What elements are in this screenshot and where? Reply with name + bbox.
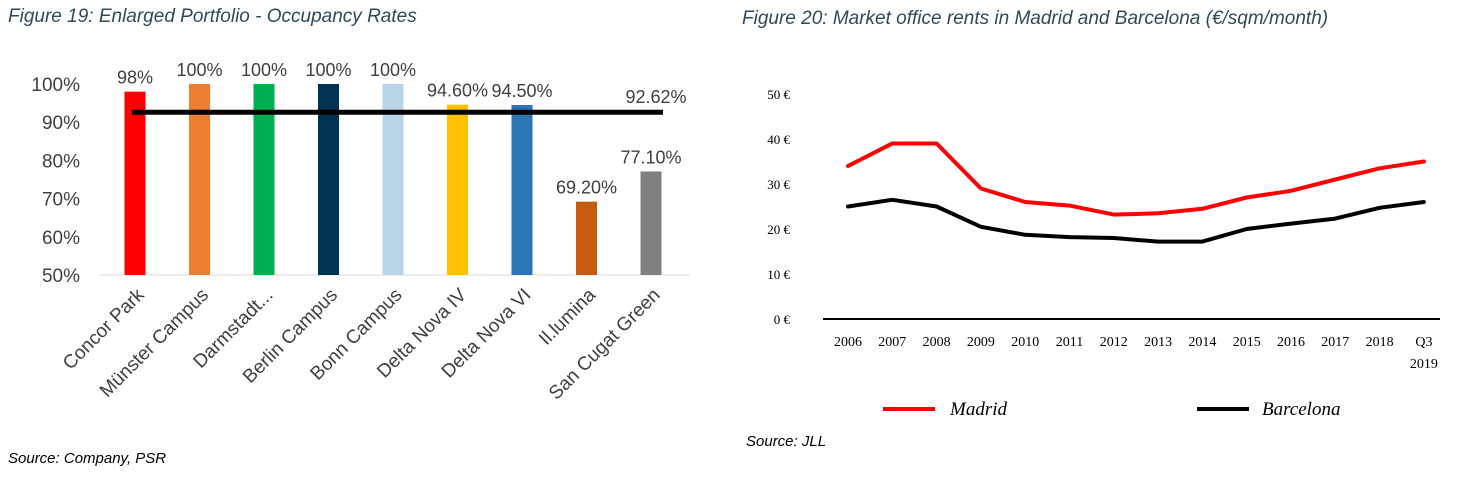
x-tick-label: 2012 <box>1100 335 1128 350</box>
y-tick-label: 40 € <box>767 132 790 147</box>
x-tick-label: 2009 <box>967 335 995 350</box>
category-label: Il.lumina <box>535 284 600 349</box>
x-tick-label: 2007 <box>878 335 906 350</box>
data-label: 100% <box>370 60 416 80</box>
y-tick-label: 10 € <box>767 267 790 282</box>
bar <box>511 105 533 275</box>
bar <box>124 91 146 275</box>
data-label: 69.20% <box>556 178 617 198</box>
x-tick-label: 2010 <box>1011 335 1039 350</box>
figure-20-caption: Figure 20: Market office rents in Madrid… <box>742 8 1329 29</box>
data-label: 77.10% <box>620 147 681 167</box>
y-tick-label: 100% <box>31 75 80 96</box>
x-tick-label: 2006 <box>834 335 862 350</box>
office-rents-line-chart: 0 € 10 € 20 € 30 € 40 € 50 € 2006 2007 2008 2009 2… <box>767 87 1440 420</box>
x-tick-label: Q3 <box>1415 335 1432 350</box>
category-label: Münster Campus <box>96 285 213 402</box>
figure-20-source: Source: JLL <box>746 433 827 450</box>
x-tick-label: 2019 <box>1410 357 1438 372</box>
y-tick-label: 20 € <box>767 222 790 237</box>
y-tick-label: 70% <box>42 190 80 211</box>
legend-label: Barcelona <box>1262 399 1340 420</box>
category-label: San Cugat Green <box>545 285 664 404</box>
bar <box>382 84 404 275</box>
average-line-label: 92.62% <box>625 87 686 107</box>
y-tick-label: 50 € <box>767 87 790 102</box>
occupancy-bar-chart: 50%60%70%80%90%100% 98%Concor Park100%Mün… <box>31 60 690 404</box>
y-tick-label: 30 € <box>767 177 790 192</box>
data-label: 100% <box>241 60 287 80</box>
x-tick-label: 2015 <box>1233 335 1261 350</box>
x-tick-label: 2016 <box>1277 335 1305 350</box>
legend-label: Madrid <box>949 399 1008 420</box>
data-label: 94.60% <box>427 81 488 101</box>
y-tick-label: 90% <box>42 113 80 134</box>
figure-19-source: Source: Company, PSR <box>8 450 167 467</box>
x-tick-label: 2008 <box>923 335 951 350</box>
x-tick-label: 2018 <box>1366 335 1394 350</box>
bar <box>640 171 662 275</box>
x-tick-label: 2011 <box>1056 335 1083 350</box>
x-tick-label: 2014 <box>1188 335 1216 350</box>
bar <box>189 84 210 275</box>
y-tick-label: 60% <box>42 228 80 249</box>
data-label: 98% <box>117 68 153 88</box>
x-tick-label: 2013 <box>1144 335 1172 350</box>
data-label: 100% <box>305 60 351 80</box>
data-label: 94.50% <box>491 81 552 101</box>
bar <box>318 84 339 275</box>
series-line-madrid <box>846 141 1426 217</box>
y-tick-label: 0 € <box>774 312 791 327</box>
data-label: 100% <box>176 60 222 80</box>
x-tick-label: 2017 <box>1321 335 1349 350</box>
bar <box>447 104 468 276</box>
figure-19-caption: Figure 19: Enlarged Portfolio - Occupanc… <box>8 6 417 27</box>
bar <box>253 84 275 275</box>
series-line-barcelona <box>846 197 1426 244</box>
y-tick-label: 50% <box>42 266 80 287</box>
bar <box>576 201 597 275</box>
y-tick-label: 80% <box>42 151 80 172</box>
